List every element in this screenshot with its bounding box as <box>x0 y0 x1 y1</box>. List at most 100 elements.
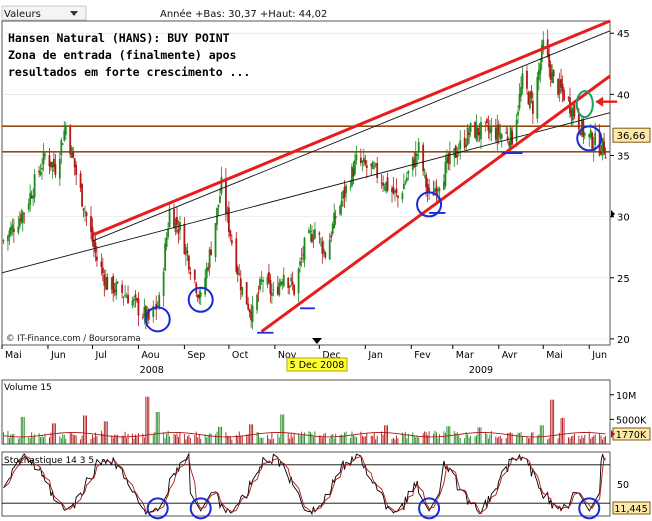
candle-body <box>328 239 331 260</box>
candle-body <box>355 154 358 161</box>
candle-body <box>313 229 316 239</box>
stochastic-low-circle <box>418 497 441 520</box>
candle-body <box>385 181 387 192</box>
candle-body <box>259 279 261 290</box>
candle-body <box>425 174 428 188</box>
candle-body <box>184 247 187 256</box>
candle-body <box>167 228 169 238</box>
candle-body <box>600 151 603 155</box>
candle-body <box>282 274 285 286</box>
candle-body <box>435 187 438 195</box>
candle-body <box>164 243 167 271</box>
candle-body <box>349 186 352 188</box>
candle-body <box>236 267 239 275</box>
candle-body <box>521 73 524 89</box>
price-candles <box>2 29 607 330</box>
candle-body <box>33 174 36 198</box>
chevron-down-icon[interactable] <box>70 11 78 16</box>
candle-body <box>526 70 528 89</box>
candle-body <box>235 238 238 272</box>
stochastic-low-circle <box>189 497 212 520</box>
candle-body <box>81 184 83 207</box>
x-tick-label: Mar <box>456 350 474 361</box>
x-tick-label: Dec <box>322 350 340 361</box>
candle-body <box>299 261 301 266</box>
candle-body <box>278 282 281 296</box>
candle-body <box>330 235 333 238</box>
candle-body <box>141 316 144 318</box>
candle-body <box>112 275 115 294</box>
candle-body <box>54 163 57 176</box>
candle-body <box>405 177 408 181</box>
annotation-title: Hansen Natural (HANS): BUY POINT <box>8 31 230 45</box>
candle-body <box>198 294 201 299</box>
annotation-marks <box>144 90 618 334</box>
channel-line <box>92 30 611 242</box>
candle-body <box>309 231 312 233</box>
candle-body <box>217 204 220 208</box>
candle-body <box>293 284 296 295</box>
candle-body <box>499 133 502 139</box>
candle-body <box>156 305 159 307</box>
candle-body <box>30 195 33 198</box>
header-bar: Valeurs Année +Bas: 30,37 +Haut: 44,02 <box>1 5 327 21</box>
stochastic-badge: 11,445 <box>614 504 647 515</box>
candle-body <box>588 134 591 138</box>
candle-body <box>251 305 254 323</box>
candle-body <box>177 229 180 233</box>
candle-body <box>90 216 92 232</box>
annotation-line-2: Zona de entrada (finalmente) apos <box>8 48 236 62</box>
candle-body <box>270 292 273 296</box>
candle-body <box>404 182 407 184</box>
candle-body <box>79 173 82 188</box>
stochastic-low-circle <box>146 497 169 520</box>
candle-body <box>413 159 416 167</box>
candle-body <box>478 132 481 136</box>
year-range-stats: Année +Bas: 30,37 +Haut: 44,02 <box>160 8 327 20</box>
candle-body <box>371 161 374 169</box>
candle-body <box>75 164 78 175</box>
candle-body <box>136 298 138 301</box>
x-tick-label: Nov <box>278 350 297 361</box>
candle-body <box>205 267 208 279</box>
candle-body <box>41 167 43 170</box>
stochastic-y-tick-label: 50 <box>617 480 629 491</box>
candle-body <box>193 269 196 280</box>
candle-body <box>407 171 410 174</box>
candle-body <box>18 218 21 227</box>
price-grid <box>2 32 610 340</box>
candle-body <box>144 306 147 322</box>
candle-body <box>392 187 395 194</box>
candle-body <box>423 169 426 171</box>
trendlines <box>1 19 611 333</box>
candle-body <box>125 297 128 298</box>
candle-body <box>219 196 221 203</box>
volume-moving-average <box>3 432 606 438</box>
candle-body <box>256 294 258 311</box>
cursor-date-badge: 5 Dec 2008 <box>286 357 348 372</box>
candle-body <box>300 257 303 259</box>
annotation-line-3: resultados em forte crescimento ... <box>8 65 250 79</box>
x-tick-label: Avr <box>502 350 518 361</box>
candle-body <box>474 122 476 138</box>
candle-body <box>210 249 212 255</box>
candle-body <box>438 188 441 192</box>
candle-body <box>468 132 471 135</box>
candle-body <box>239 278 242 291</box>
candle-body <box>8 230 11 237</box>
candle-body <box>414 151 417 168</box>
candle-body <box>257 292 260 294</box>
candle-body <box>106 276 109 290</box>
trendline-red <box>91 19 611 237</box>
candle-body <box>561 83 564 92</box>
volume-y-tick-label: 5000K <box>616 415 647 426</box>
candle-body <box>469 123 472 132</box>
green-circle <box>575 90 594 119</box>
candle-body <box>20 213 23 222</box>
candle-body <box>189 272 192 275</box>
values-dropdown[interactable]: Valeurs <box>4 9 41 20</box>
candle-body <box>230 240 233 244</box>
candle-body <box>60 140 63 156</box>
candle-body <box>548 53 551 68</box>
